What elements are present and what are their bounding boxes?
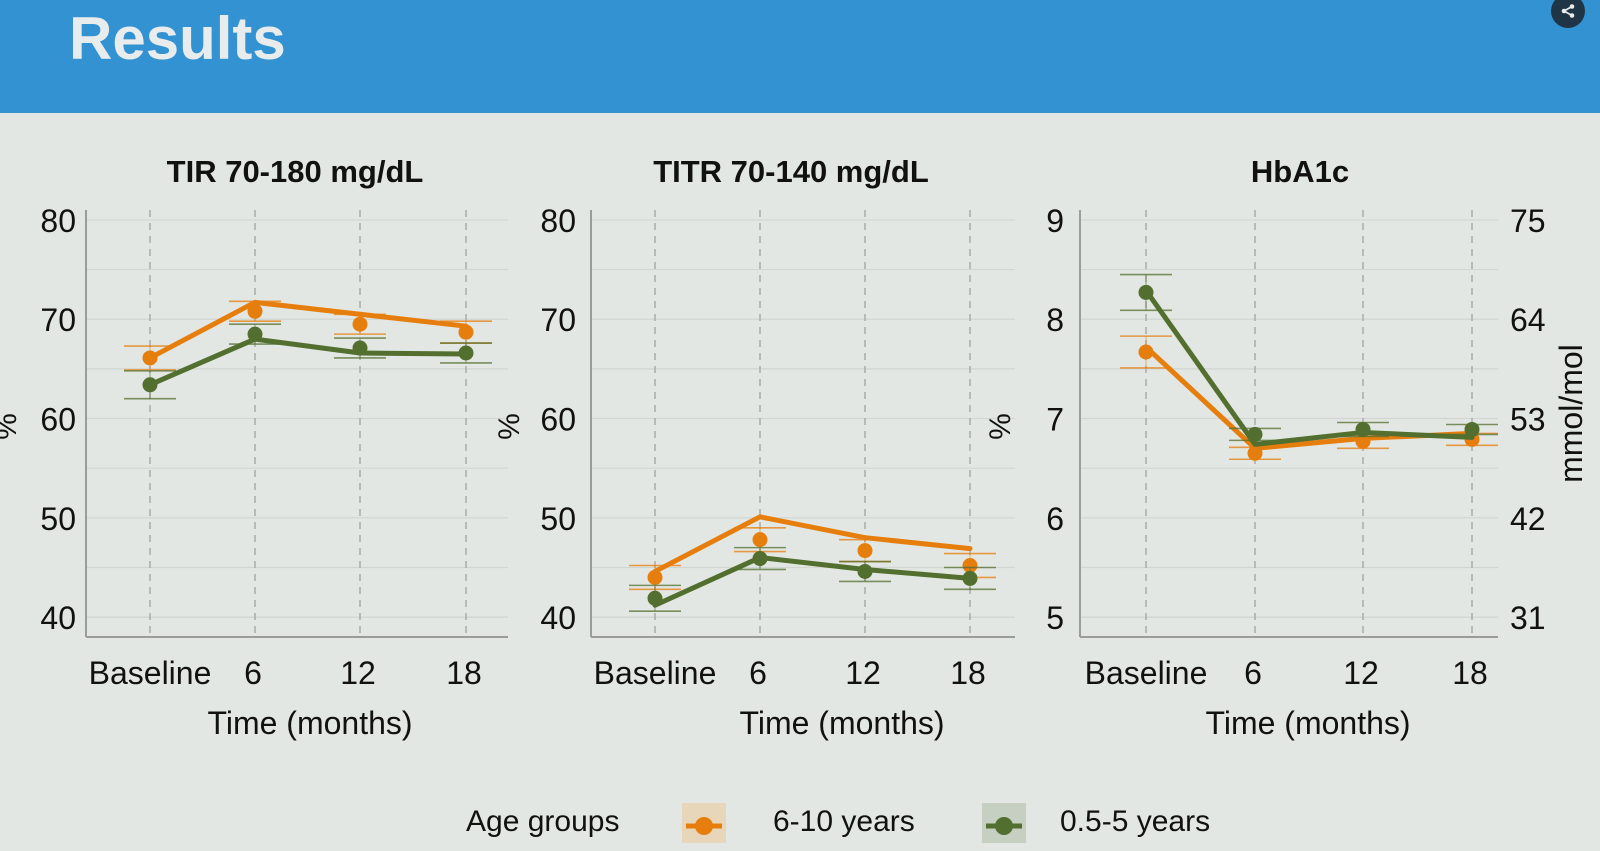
data-point — [647, 590, 663, 606]
y-tick-label: 60 — [40, 402, 76, 438]
y-tick-label: 7 — [1046, 402, 1064, 438]
data-point — [247, 303, 263, 319]
x-tick-label: 12 — [340, 655, 376, 691]
y-right-tick-label: 53 — [1510, 402, 1546, 438]
data-point — [857, 563, 873, 579]
page-title: Results — [69, 5, 286, 72]
series-age-0-5-5 — [629, 546, 996, 612]
y-axis-label: % — [493, 413, 526, 440]
legend-label-0-5-5: 0.5-5 years — [1060, 805, 1211, 838]
y-tick-label: 6 — [1046, 501, 1064, 537]
data-point — [458, 324, 474, 340]
series-line — [147, 336, 469, 388]
data-point — [752, 532, 768, 548]
series-age-6-10 — [629, 514, 996, 591]
y-tick-label: 8 — [1046, 302, 1064, 338]
y-tick-label: 50 — [40, 501, 76, 537]
y-axis-label: % — [984, 413, 1017, 440]
series-line — [147, 299, 469, 361]
data-point — [962, 570, 978, 586]
chart-title: HbA1c — [1251, 154, 1349, 189]
data-point — [142, 377, 158, 393]
legend-swatch-0-5-5 — [982, 803, 1026, 843]
share-button[interactable] — [1551, 0, 1585, 28]
series-age-0-5-5 — [1120, 273, 1498, 447]
x-tick-label: Baseline — [594, 655, 717, 691]
y-right-tick-label: 75 — [1510, 203, 1546, 239]
header-bar: Results — [0, 0, 1600, 113]
y-tick-label: 80 — [40, 203, 76, 239]
data-point — [1247, 445, 1263, 461]
x-tick-label: 6 — [749, 655, 767, 691]
x-tick-label: 6 — [1244, 655, 1262, 691]
x-tick-label: 18 — [950, 655, 986, 691]
series-age-6-10 — [124, 299, 492, 371]
series-age-0-5-5 — [124, 323, 492, 400]
data-point — [1138, 344, 1154, 360]
data-point — [458, 345, 474, 361]
x-tick-label: Baseline — [89, 655, 212, 691]
charts-area: TIR 70-180 mg/dL 40 50 60 70 80% Baseline 6 12 18… — [0, 154, 1589, 741]
data-point — [1464, 421, 1480, 437]
data-point — [1355, 433, 1371, 449]
x-axis-label: Time (months) — [1205, 705, 1410, 741]
y-tick-label: 9 — [1046, 203, 1064, 239]
data-point — [752, 551, 768, 567]
x-axis-label: Time (months) — [207, 705, 412, 741]
data-point — [962, 558, 978, 574]
chart-title: TIR 70-180 mg/dL — [167, 154, 424, 189]
y-axis-label: % — [0, 413, 23, 440]
data-point — [857, 543, 873, 559]
chart-panel-2: HbA1c 5 6 7 8 9 31 42 53 64 75 mmol/mol% Baseline 6 12… — [984, 154, 1589, 741]
chart-title: TITR 70-140 mg/dL — [653, 154, 929, 189]
y-right-axis-label: mmol/mol — [1553, 344, 1589, 483]
series-line — [652, 555, 973, 608]
x-axis-label: Time (months) — [739, 705, 944, 741]
legend-label-6-10: 6-10 years — [773, 805, 915, 838]
legend-swatch-6-10 — [682, 803, 726, 843]
y-tick-label: 70 — [40, 302, 76, 338]
series-line — [1143, 287, 1475, 447]
x-tick-label: 18 — [446, 655, 482, 691]
x-tick-label: 6 — [244, 655, 262, 691]
x-tick-label: 12 — [1343, 655, 1379, 691]
y-tick-label: 40 — [540, 600, 576, 636]
legend-marker-icon — [986, 817, 1022, 835]
y-tick-label: 5 — [1046, 600, 1064, 636]
y-tick-label: 60 — [540, 402, 576, 438]
series-age-6-10 — [1120, 335, 1498, 461]
y-tick-label: 80 — [540, 203, 576, 239]
x-tick-label: 18 — [1452, 655, 1488, 691]
legend-title: Age groups — [466, 805, 620, 838]
data-point — [142, 350, 158, 366]
y-right-tick-label: 64 — [1510, 302, 1546, 338]
data-point — [352, 340, 368, 356]
chart-panel-0: TIR 70-180 mg/dL 40 50 60 70 80% Baseline 6 12 18… — [0, 154, 508, 741]
data-point — [352, 316, 368, 332]
y-tick-label: 70 — [540, 302, 576, 338]
share-icon — [1561, 4, 1575, 18]
x-tick-label: Baseline — [1085, 655, 1208, 691]
legend: Age groups 6-10 years 0.5-5 years — [0, 800, 1600, 843]
x-tick-label: 12 — [845, 655, 881, 691]
data-point — [1247, 426, 1263, 442]
data-point — [1138, 284, 1154, 300]
chart-panel-1: TITR 70-140 mg/dL 40 50 60 70 80% Baseline 6 12 1… — [493, 154, 1015, 741]
legend-marker-icon — [686, 817, 722, 835]
data-point — [1355, 421, 1371, 437]
y-tick-label: 40 — [40, 600, 76, 636]
y-tick-label: 50 — [540, 501, 576, 537]
y-right-tick-label: 42 — [1510, 501, 1546, 537]
data-point — [247, 326, 263, 342]
series-line — [652, 514, 973, 574]
y-right-tick-label: 31 — [1510, 600, 1546, 636]
data-point — [647, 569, 663, 585]
